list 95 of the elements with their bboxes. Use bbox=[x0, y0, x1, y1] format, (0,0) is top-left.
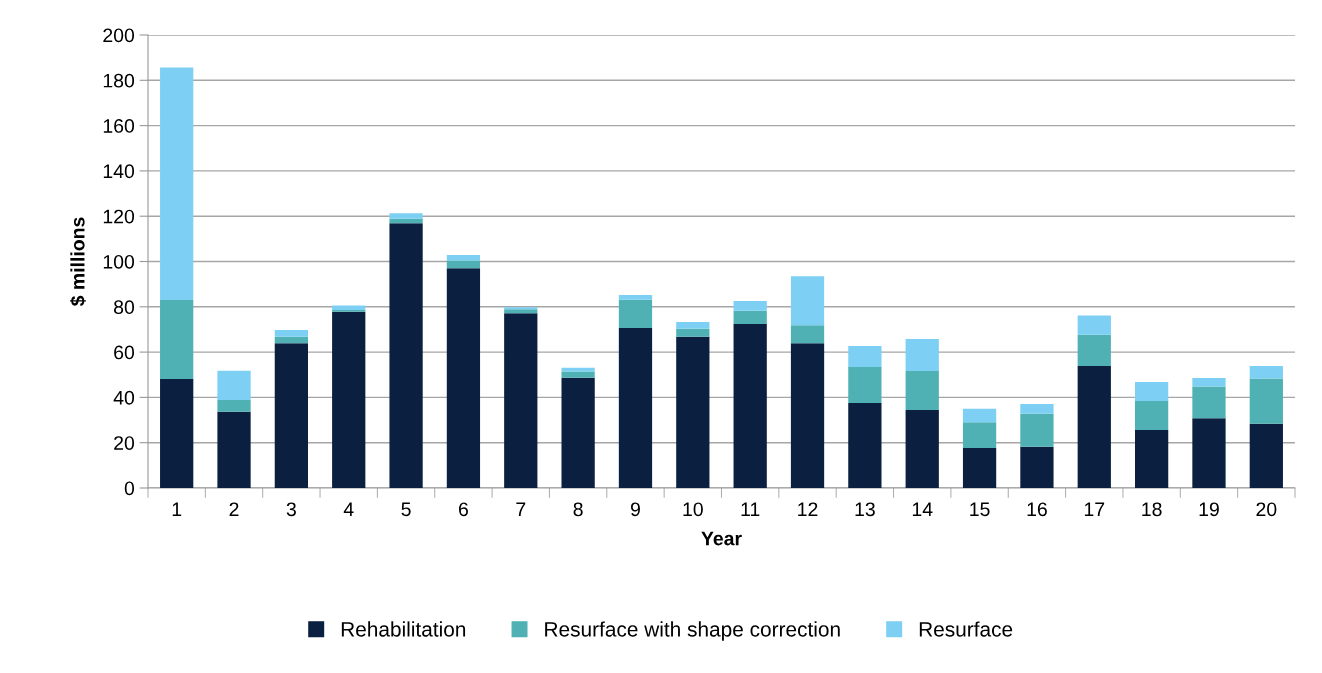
bar bbox=[848, 403, 882, 488]
x-tick-label: 5 bbox=[401, 502, 411, 517]
x-tick-label: 3 bbox=[286, 502, 296, 517]
x-tick-label: 17 bbox=[1084, 502, 1105, 516]
x-tick-label: 6 bbox=[459, 502, 468, 517]
x-tick-label: 12 bbox=[798, 502, 818, 516]
x-tick-label: 4 bbox=[343, 502, 354, 516]
bar bbox=[1077, 315, 1111, 335]
bar bbox=[790, 343, 825, 488]
bar bbox=[274, 343, 309, 488]
bar bbox=[561, 377, 595, 488]
bar bbox=[561, 371, 595, 378]
y-tick-label: 100 bbox=[103, 254, 135, 269]
x-tick-label: 16 bbox=[1027, 502, 1047, 517]
bar bbox=[1192, 377, 1226, 387]
bar bbox=[1077, 334, 1111, 366]
bar bbox=[1249, 378, 1283, 424]
bar bbox=[1020, 446, 1054, 488]
bar bbox=[733, 324, 767, 488]
bar bbox=[446, 268, 481, 488]
bar bbox=[962, 447, 997, 488]
bar bbox=[1192, 418, 1226, 488]
bar bbox=[561, 367, 595, 372]
bar bbox=[160, 300, 194, 380]
bar bbox=[790, 325, 825, 344]
y-tick-label: 180 bbox=[103, 73, 135, 88]
bar bbox=[1020, 413, 1054, 447]
y-tick-label: 20 bbox=[114, 436, 135, 450]
bar bbox=[332, 311, 366, 488]
x-tick-label: 11 bbox=[741, 502, 760, 516]
bar bbox=[618, 295, 653, 300]
bar bbox=[733, 310, 767, 325]
bar bbox=[217, 399, 251, 412]
x-axis-title: Year bbox=[701, 531, 742, 546]
bar bbox=[1249, 423, 1283, 488]
bar bbox=[217, 411, 251, 488]
bar bbox=[733, 300, 767, 311]
legend-label: Rehabilitation bbox=[341, 621, 466, 637]
x-tick-label: 2 bbox=[229, 502, 239, 516]
bar bbox=[848, 345, 882, 368]
x-tick-label: 19 bbox=[1199, 502, 1219, 517]
bar bbox=[848, 367, 882, 404]
bar bbox=[389, 213, 423, 219]
y-tick-label: 160 bbox=[103, 119, 135, 133]
bar bbox=[962, 408, 997, 423]
bar bbox=[1249, 365, 1283, 379]
legend-label: Resurface with shape correction bbox=[545, 621, 840, 641]
bar bbox=[676, 336, 710, 488]
bar bbox=[1192, 386, 1226, 419]
x-tick-label: 1 bbox=[172, 502, 182, 516]
bar bbox=[962, 422, 997, 448]
bar bbox=[790, 276, 825, 326]
x-tick-label: 13 bbox=[855, 502, 875, 517]
bar bbox=[1077, 365, 1111, 488]
bar bbox=[217, 370, 251, 400]
bar bbox=[504, 307, 538, 310]
legend-label: Resurface bbox=[919, 621, 1013, 637]
y-tick-label: 120 bbox=[103, 209, 135, 224]
bar bbox=[504, 309, 538, 314]
bar bbox=[1134, 401, 1169, 431]
bar bbox=[905, 370, 939, 411]
bar bbox=[618, 328, 653, 488]
y-axis-title: $ millions bbox=[70, 217, 86, 307]
x-tick-label: 20 bbox=[1256, 502, 1277, 517]
bar bbox=[446, 254, 481, 261]
bar bbox=[905, 338, 939, 371]
bar bbox=[504, 313, 538, 488]
bar bbox=[389, 223, 423, 488]
x-tick-label: 14 bbox=[912, 502, 933, 516]
y-tick-label: 200 bbox=[103, 28, 135, 43]
y-tick-label: 140 bbox=[103, 164, 135, 179]
bar bbox=[676, 321, 710, 329]
bar bbox=[332, 305, 366, 310]
bar bbox=[676, 328, 710, 337]
x-tick-label: 7 bbox=[516, 502, 526, 516]
y-tick-label: 80 bbox=[114, 300, 135, 315]
x-tick-label: 15 bbox=[970, 502, 990, 517]
bar bbox=[274, 329, 309, 337]
bar bbox=[905, 410, 939, 488]
bar bbox=[160, 67, 194, 301]
bar bbox=[1134, 382, 1169, 402]
bar bbox=[446, 260, 481, 269]
x-tick-label: 9 bbox=[630, 502, 640, 517]
y-tick-label: 40 bbox=[113, 390, 135, 405]
x-tick-label: 10 bbox=[683, 502, 703, 517]
bar bbox=[274, 336, 309, 344]
bar bbox=[389, 218, 423, 224]
bar bbox=[1134, 430, 1169, 488]
x-tick-label: 18 bbox=[1142, 502, 1162, 517]
y-tick-label: 60 bbox=[114, 345, 135, 360]
bar bbox=[160, 379, 194, 488]
bar bbox=[1020, 403, 1054, 414]
x-tick-label: 8 bbox=[573, 502, 583, 517]
y-tick-label: 0 bbox=[124, 481, 135, 496]
bar bbox=[618, 299, 653, 329]
